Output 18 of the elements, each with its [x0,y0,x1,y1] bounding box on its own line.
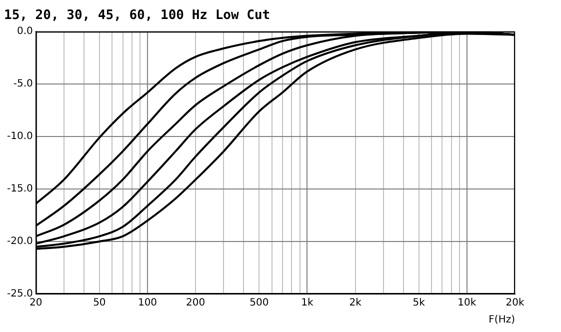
y-tick-label: -20.0 [7,236,33,248]
x-tick-label: 20 [30,298,42,309]
x-tick-label: 100 [138,298,158,309]
x-tick-label: 20k [506,298,524,309]
x-axis-title: F(Hz) [488,314,516,326]
y-tick-label: -5.0 [13,78,33,90]
x-tick-label: 2k [349,298,362,309]
x-tick-label: 5k [412,298,426,309]
x-tick-label: 1k [301,298,314,309]
x-tick-label: 50 [93,298,106,309]
chart-title: 15, 20, 30, 45, 60, 100 Hz Low Cut [4,8,270,24]
y-tick-label: 0.0 [16,26,33,38]
x-tick-label: 500 [250,298,269,309]
x-tick-label: 10k [458,298,476,309]
y-tick-label: -10.0 [7,131,33,142]
y-tick-label: -15.0 [7,184,33,195]
x-tick-label: 200 [186,298,206,309]
y-tick-label: -25.0 [7,288,33,300]
